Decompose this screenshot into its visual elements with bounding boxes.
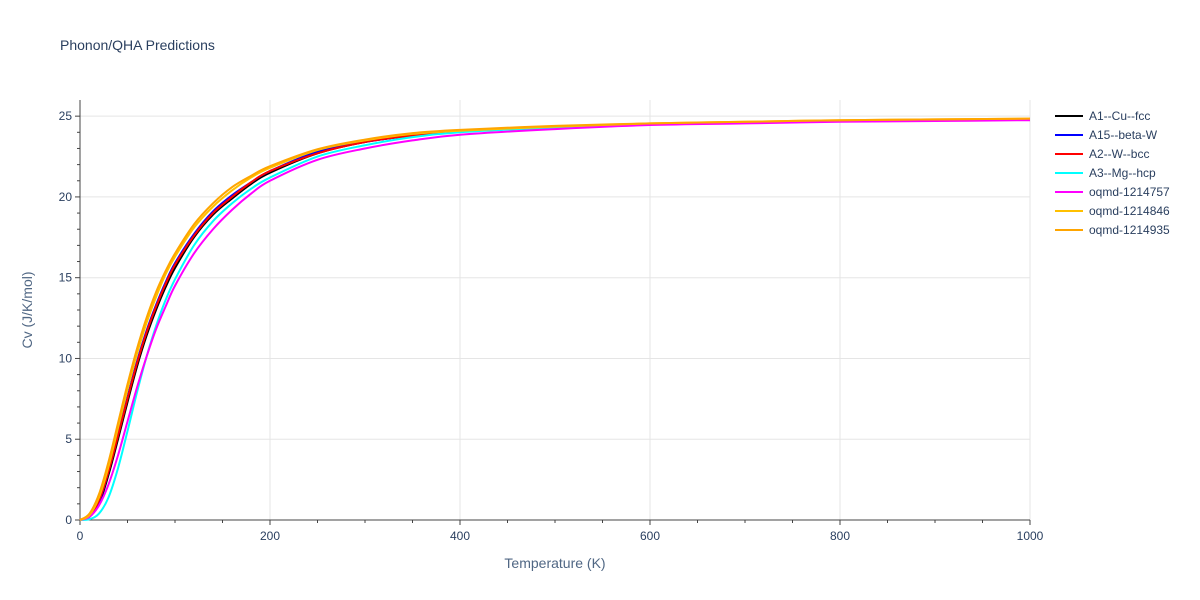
legend-label: A3--Mg--hcp — [1089, 166, 1156, 180]
y-tick-label: 20 — [59, 190, 73, 204]
axes — [75, 100, 1031, 525]
y-tick-label: 0 — [65, 513, 72, 527]
x-tick-label: 200 — [260, 529, 280, 543]
x-tick-label: 1000 — [1017, 529, 1044, 543]
plot-area — [79, 117, 1031, 521]
y-tick-label: 25 — [59, 109, 73, 123]
series-line-oqmd-1214935 — [79, 117, 1031, 521]
legend-label: A15--beta-W — [1089, 128, 1158, 142]
legend-label: oqmd-1214757 — [1089, 185, 1170, 199]
legend-label: A1--Cu--fcc — [1089, 109, 1150, 123]
chart-title: Phonon/QHA Predictions — [60, 37, 215, 53]
x-tick-label: 800 — [830, 529, 850, 543]
y-axis-title: Cv (J/K/mol) — [19, 272, 35, 349]
y-tick-label: 15 — [59, 271, 73, 285]
x-tick-label: 400 — [450, 529, 470, 543]
x-tick-label: 600 — [640, 529, 660, 543]
legend-label: A2--W--bcc — [1089, 147, 1149, 161]
legend: A1--Cu--fcc A15--beta-W A2--W--bcc A3--Mg--… — [1055, 109, 1170, 237]
tick-labels: 0 200 400 600 800 1000 0 5 10 15 20 25 — [59, 109, 1044, 543]
y-tick-label: 10 — [59, 351, 73, 365]
x-tick-label: 0 — [77, 529, 84, 543]
legend-label: oqmd-1214935 — [1089, 223, 1170, 237]
y-tick-label: 5 — [65, 432, 72, 446]
series-line-oqmd-1214757 — [79, 119, 1031, 521]
x-axis-title: Temperature (K) — [504, 555, 605, 571]
legend-label: oqmd-1214846 — [1089, 204, 1170, 218]
